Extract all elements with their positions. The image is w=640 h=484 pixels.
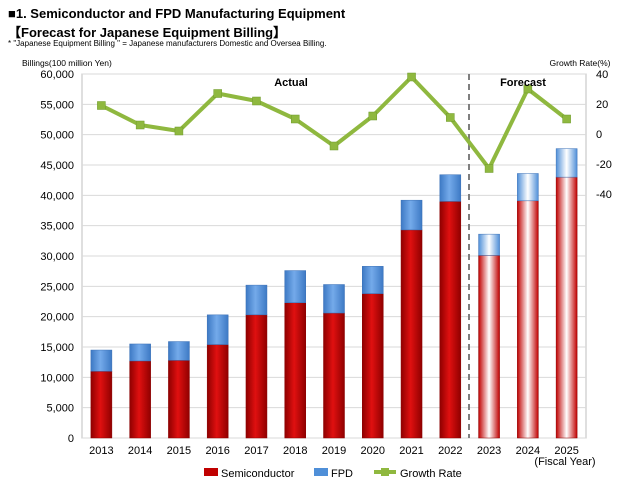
x-tick-label: 2025 xyxy=(554,445,578,457)
legend: Semiconductor FPD Growth Rate xyxy=(204,468,462,480)
legend-swatch-fpd xyxy=(314,468,328,476)
growth-rate-point-2016 xyxy=(213,89,222,98)
y-left-tick-label: 60,000 xyxy=(40,69,74,81)
growth-rate-point-2013 xyxy=(97,101,106,110)
bar-fpd-2013 xyxy=(90,349,113,372)
growth-rate-point-2015 xyxy=(174,126,184,136)
legend-label-growth-rate: Growth Rate xyxy=(400,468,462,480)
bar-fpd-2019 xyxy=(323,284,345,314)
x-tick-label: 2017 xyxy=(244,445,268,457)
legend-marker-growth-rate xyxy=(381,468,389,476)
bar-fpd-2014 xyxy=(129,343,151,362)
growth-rate-line xyxy=(100,75,568,171)
bar-fpd-2020 xyxy=(362,266,384,294)
growth-rate-point-2025 xyxy=(562,114,571,124)
y-right-axis-label: Growth Rate(%) xyxy=(550,58,611,68)
y-left-tick-label: 15,000 xyxy=(40,342,74,354)
growth-rate-point-2021 xyxy=(407,72,416,82)
y-left-tick-label: 25,000 xyxy=(40,281,74,293)
bar-semiconductor-2015 xyxy=(168,360,190,439)
y-left-tick-label: 0 xyxy=(68,433,74,445)
y-left-tick-label: 45,000 xyxy=(40,160,74,172)
bar-semiconductor-2024 xyxy=(517,200,539,439)
legend-swatch-semiconductor xyxy=(204,468,218,476)
chart-note: * "Japanese Equipment Billing " = Japane… xyxy=(8,39,327,48)
y-left-tick-label: 35,000 xyxy=(40,221,74,233)
legend-label-fpd: FPD xyxy=(331,468,353,480)
x-tick-label: 2018 xyxy=(283,445,307,457)
bar-semiconductor-2018 xyxy=(284,302,306,439)
y-left-axis-label: Billings(100 million Yen) xyxy=(22,58,112,68)
x-tick-label: 2020 xyxy=(361,445,385,457)
legend-label-semiconductor: Semiconductor xyxy=(221,468,295,480)
bar-semiconductor-2013 xyxy=(90,371,113,439)
bar-semiconductor-2025 xyxy=(555,176,578,439)
bar-semiconductor-2017 xyxy=(245,314,268,439)
bar-semiconductor-2023 xyxy=(478,255,500,439)
growth-rate-point-2020 xyxy=(368,111,378,121)
growth-rate-point-2019 xyxy=(329,141,339,151)
bar-fpd-2022 xyxy=(439,174,462,202)
y-left-tick-label: 30,000 xyxy=(40,251,74,263)
x-tick-label: 2013 xyxy=(89,445,113,457)
y-left-tick-label: 5,000 xyxy=(46,403,74,415)
forecast-annotation: Forecast xyxy=(500,77,546,89)
bar-fpd-2024 xyxy=(517,173,539,202)
y-left-tick-label: 20,000 xyxy=(40,312,74,324)
y-left-tick-label: 40,000 xyxy=(40,190,74,202)
y-left-tick-label: 50,000 xyxy=(40,130,74,142)
x-tick-label: 2014 xyxy=(128,445,152,457)
bar-semiconductor-2019 xyxy=(323,312,345,439)
y-right-tick-label: -20 xyxy=(596,159,612,171)
growth-rate-point-2018 xyxy=(290,114,300,124)
x-tick-label: 2024 xyxy=(516,445,540,457)
bar-fpd-2015 xyxy=(168,341,190,361)
x-tick-label: 2016 xyxy=(205,445,229,457)
growth-rate-point-2024 xyxy=(523,84,533,94)
x-axis-label: (Fiscal Year) xyxy=(534,456,595,468)
x-tick-label: 2023 xyxy=(477,445,501,457)
bar-semiconductor-2022 xyxy=(439,201,462,439)
bar-fpd-2025 xyxy=(555,148,578,178)
y-left-tick-label: 55,000 xyxy=(40,99,74,111)
chart-title: ■1. Semiconductor and FPD Manufacturing … xyxy=(8,6,346,21)
growth-rate-point-2022 xyxy=(446,113,455,122)
x-tick-label: 2022 xyxy=(438,445,462,457)
growth-rate-point-2023 xyxy=(484,164,494,173)
y-right-tick-label: 0 xyxy=(596,129,602,141)
actual-annotation: Actual xyxy=(274,77,308,89)
x-tick-label: 2019 xyxy=(322,445,346,457)
bar-fpd-2023 xyxy=(478,233,500,256)
y-right-tick-label: 20 xyxy=(596,99,608,111)
bar-semiconductor-2014 xyxy=(129,360,151,439)
bar-fpd-2016 xyxy=(206,314,229,345)
x-tick-label: 2021 xyxy=(399,445,423,457)
y-left-tick-label: 10,000 xyxy=(40,372,74,384)
growth-rate-point-2017 xyxy=(252,96,261,106)
bar-semiconductor-2021 xyxy=(400,229,423,439)
bar-fpd-2021 xyxy=(400,199,423,231)
bar-semiconductor-2016 xyxy=(206,344,229,439)
x-tick-label: 2015 xyxy=(167,445,191,457)
bar-fpd-2018 xyxy=(284,270,306,303)
growth-rate-point-2014 xyxy=(135,120,145,130)
bar-semiconductor-2020 xyxy=(362,293,384,439)
y-right-tick-label: 40 xyxy=(596,69,608,81)
bar-fpd-2017 xyxy=(245,284,268,316)
y-right-tick-label: -40 xyxy=(596,189,612,201)
chart-subtitle: 【Forecast for Japanese Equipment Billing… xyxy=(8,25,287,40)
